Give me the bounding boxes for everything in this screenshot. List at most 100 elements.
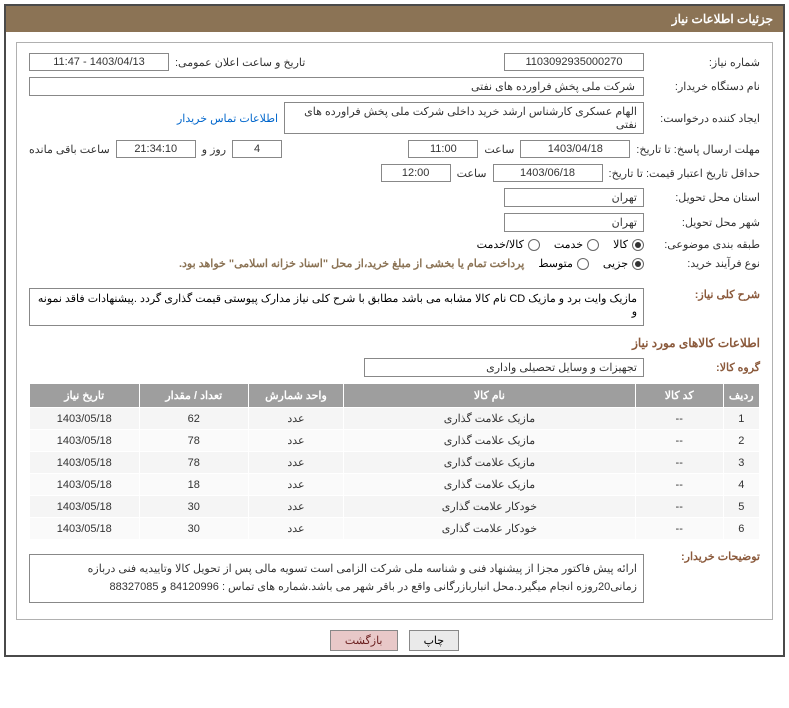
label-delivery-province: استان محل تحویل: [650,191,760,204]
label-subject-class: طبقه بندی موضوعی: [650,238,760,251]
table-cell: 1403/05/18 [30,408,140,430]
table-cell: 62 [139,408,249,430]
table-row: 4--مازیک علامت گذاریعدد181403/05/18 [30,474,760,496]
table-cell: مازیک علامت گذاری [343,430,635,452]
field-announce-datetime: 1403/04/13 - 11:47 [29,53,169,71]
radio-icon [632,239,644,251]
main-panel: جزئیات اطلاعات نیاز شماره نیاز: 11030929… [4,4,785,657]
table-header-4: تعداد / مقدار [139,384,249,408]
table-cell: 1403/05/18 [30,518,140,540]
row-buyer-remarks: توضیحات خریدار: ارائه پیش فاکتور مجزا از… [29,550,760,603]
table-cell: 18 [139,474,249,496]
table-cell: خودکار علامت گذاری [343,496,635,518]
process-option-0[interactable]: جزیی [603,257,644,270]
field-buyer-org: شرکت ملی پخش فراورده های نفتی [29,77,644,96]
table-cell: 1403/05/18 [30,474,140,496]
table-cell: 1403/05/18 [30,452,140,474]
table-row: 2--مازیک علامت گذاریعدد781403/05/18 [30,430,760,452]
back-button[interactable]: بازگشت [330,630,398,651]
label-item-group: گروه کالا: [650,361,760,374]
buyer-contact-link[interactable]: اطلاعات تماس خریدار [177,112,278,125]
label-buyer-org: نام دستگاه خریدار: [650,80,760,93]
subject-option-2[interactable]: کالا/خدمت [477,238,540,251]
radio-icon [528,239,540,251]
label-days-and: روز و [202,143,226,156]
table-row: 1--مازیک علامت گذاریعدد621403/05/18 [30,408,760,430]
row-delivery-city: شهر محل تحویل: تهران [29,213,760,232]
row-subject-class: طبقه بندی موضوعی: کالا خدمت کالا/خدمت [29,238,760,251]
subject-radio-group: کالا خدمت کالا/خدمت [477,238,644,251]
label-request-number: شماره نیاز: [650,56,760,69]
row-buyer-org: نام دستگاه خریدار: شرکت ملی پخش فراورده … [29,77,760,96]
table-header-1: کد کالا [635,384,723,408]
table-cell: -- [635,408,723,430]
print-button[interactable]: چاپ [409,630,460,651]
table-cell: 78 [139,452,249,474]
table-cell: عدد [249,430,344,452]
row-request-number: شماره نیاز: 1103092935000270 تاریخ و ساع… [29,53,760,71]
table-cell: -- [635,518,723,540]
label-price-validity: حداقل تاریخ اعتبار قیمت: تا تاریخ: [609,167,760,180]
table-cell: -- [635,474,723,496]
table-cell: مازیک علامت گذاری [343,408,635,430]
field-request-number: 1103092935000270 [504,53,644,71]
row-general-desc: شرح کلی نیاز: مازیک وایت برد و مازیک CD … [29,288,760,326]
row-delivery-province: استان محل تحویل: تهران [29,188,760,207]
table-cell: عدد [249,408,344,430]
row-response-deadline: مهلت ارسال پاسخ: تا تاریخ: 1403/04/18 سا… [29,140,760,158]
table-cell: عدد [249,452,344,474]
label-request-creator: ایجاد کننده درخواست: [650,112,760,125]
table-cell: 78 [139,430,249,452]
radio-label: خدمت [554,238,583,251]
field-request-creator: الهام عسکری کارشناس ارشد خرید داخلی شرکت… [284,102,644,134]
table-header-5: تاریخ نیاز [30,384,140,408]
table-cell: 1403/05/18 [30,430,140,452]
table-cell: عدد [249,518,344,540]
table-cell: خودکار علامت گذاری [343,518,635,540]
table-cell: 5 [723,496,760,518]
field-delivery-city: تهران [504,213,644,232]
label-process-type: نوع فرآیند خرید: [650,257,760,270]
table-cell: 2 [723,430,760,452]
row-item-group: گروه کالا: تجهیزات و وسایل تحصیلی واداری [29,358,760,377]
field-buyer-remarks: ارائه پیش فاکتور مجزا از پیشنهاد فنی و ش… [29,554,644,603]
radio-label: جزیی [603,257,628,270]
label-response-deadline: مهلت ارسال پاسخ: تا تاریخ: [636,143,760,156]
subject-option-0[interactable]: کالا [613,238,644,251]
field-general-desc[interactable]: مازیک وایت برد و مازیک CD نام کالا مشابه… [29,288,644,326]
table-cell: -- [635,496,723,518]
label-hour-2: ساعت [457,167,487,180]
radio-icon [632,258,644,270]
radio-icon [587,239,599,251]
subject-option-1[interactable]: خدمت [554,238,599,251]
table-cell: عدد [249,496,344,518]
table-cell: 30 [139,496,249,518]
items-section-header: اطلاعات کالاهای مورد نیاز [29,336,760,350]
content-area: شماره نیاز: 1103092935000270 تاریخ و ساع… [16,42,773,620]
table-cell: مازیک علامت گذاری [343,474,635,496]
table-row: 5--خودکار علامت گذاریعدد301403/05/18 [30,496,760,518]
table-cell: 1 [723,408,760,430]
radio-label: کالا [613,238,628,251]
table-cell: 6 [723,518,760,540]
process-radio-group: جزیی متوسط [538,257,644,270]
table-cell: 30 [139,518,249,540]
label-announce-datetime: تاریخ و ساعت اعلان عمومی: [175,56,305,69]
label-remaining-hours: ساعت باقی مانده [29,143,110,156]
table-cell: -- [635,430,723,452]
label-hour-1: ساعت [484,143,514,156]
row-process-type: نوع فرآیند خرید: جزییمتوسط پرداخت تمام ی… [29,257,760,270]
process-option-1[interactable]: متوسط [538,257,589,270]
label-delivery-city: شهر محل تحویل: [650,216,760,229]
radio-label: متوسط [538,257,573,270]
table-row: 3--مازیک علامت گذاریعدد781403/05/18 [30,452,760,474]
table-cell: 1403/05/18 [30,496,140,518]
title-bar: جزئیات اطلاعات نیاز [6,6,783,32]
field-price-validity-hour: 12:00 [381,164,451,182]
field-remaining-days: 4 [232,140,282,158]
field-response-deadline-date: 1403/04/18 [520,140,630,158]
field-response-deadline-hour: 11:00 [408,140,478,158]
row-price-validity: حداقل تاریخ اعتبار قیمت: تا تاریخ: 1403/… [29,164,760,182]
table-row: 6--خودکار علامت گذاریعدد301403/05/18 [30,518,760,540]
items-table: ردیفکد کالانام کالاواحد شمارشتعداد / مقد… [29,383,760,540]
